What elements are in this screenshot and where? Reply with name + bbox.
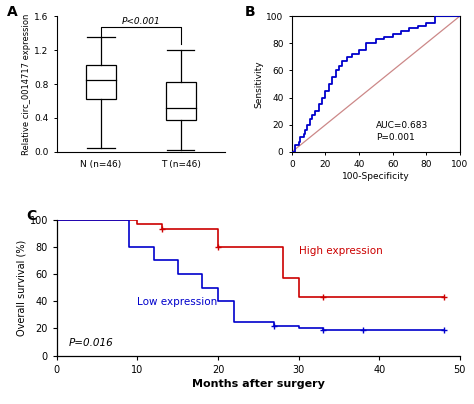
- X-axis label: 100-Specificity: 100-Specificity: [342, 172, 410, 181]
- X-axis label: Months after surgery: Months after surgery: [192, 379, 325, 389]
- Text: C: C: [27, 209, 37, 223]
- Y-axis label: Sensitivity: Sensitivity: [255, 60, 264, 108]
- Text: Low expression: Low expression: [137, 297, 218, 307]
- Text: AUC=0.683
P=0.001: AUC=0.683 P=0.001: [376, 121, 428, 142]
- Text: P=0.016: P=0.016: [69, 338, 114, 348]
- Text: B: B: [245, 5, 255, 19]
- Bar: [165, 82, 196, 120]
- Text: P<0.001: P<0.001: [121, 17, 160, 26]
- Y-axis label: Overall survival (%): Overall survival (%): [17, 240, 27, 336]
- Text: A: A: [7, 5, 17, 19]
- Text: High expression: High expression: [299, 246, 383, 256]
- Bar: [86, 65, 116, 99]
- Y-axis label: Relative circ_0014717 expression: Relative circ_0014717 expression: [22, 13, 31, 155]
